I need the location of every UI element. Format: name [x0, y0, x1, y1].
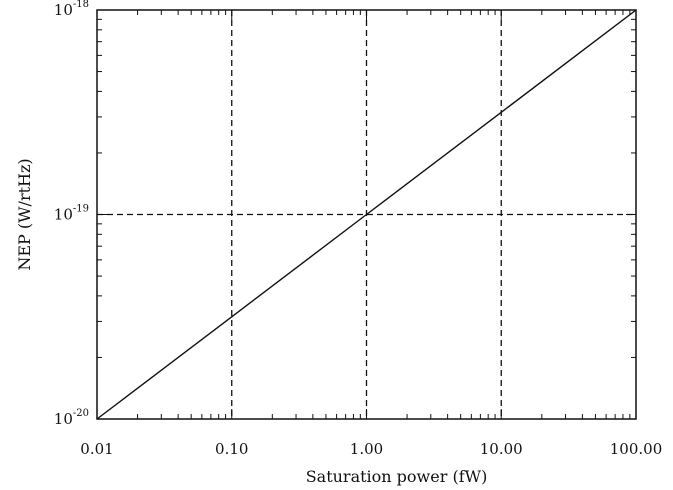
- y-tick-label: 10-18: [54, 0, 89, 19]
- x-tick-labels: 0.01 0.10 1.00 10.00 100.00: [80, 440, 662, 458]
- y-tick-label: 10-20: [54, 408, 89, 428]
- y-tick-label: 10-19: [54, 204, 89, 224]
- y-axis-label: NEP (W/rtHz): [15, 158, 34, 270]
- x-tick-label: 100.00: [610, 440, 663, 458]
- plot-frame: [96, 9, 637, 420]
- x-tick-label: 10.00: [480, 440, 523, 458]
- x-tick-label: 0.10: [215, 440, 248, 458]
- x-axis-label: Saturation power (fW): [306, 467, 488, 486]
- series-line: [96, 9, 637, 420]
- x-tick-label: 1.00: [350, 440, 383, 458]
- series-layer: [96, 9, 637, 420]
- y-tick-labels: 10-20 10-19 10-18: [54, 0, 89, 428]
- x-tick-label: 0.01: [80, 440, 113, 458]
